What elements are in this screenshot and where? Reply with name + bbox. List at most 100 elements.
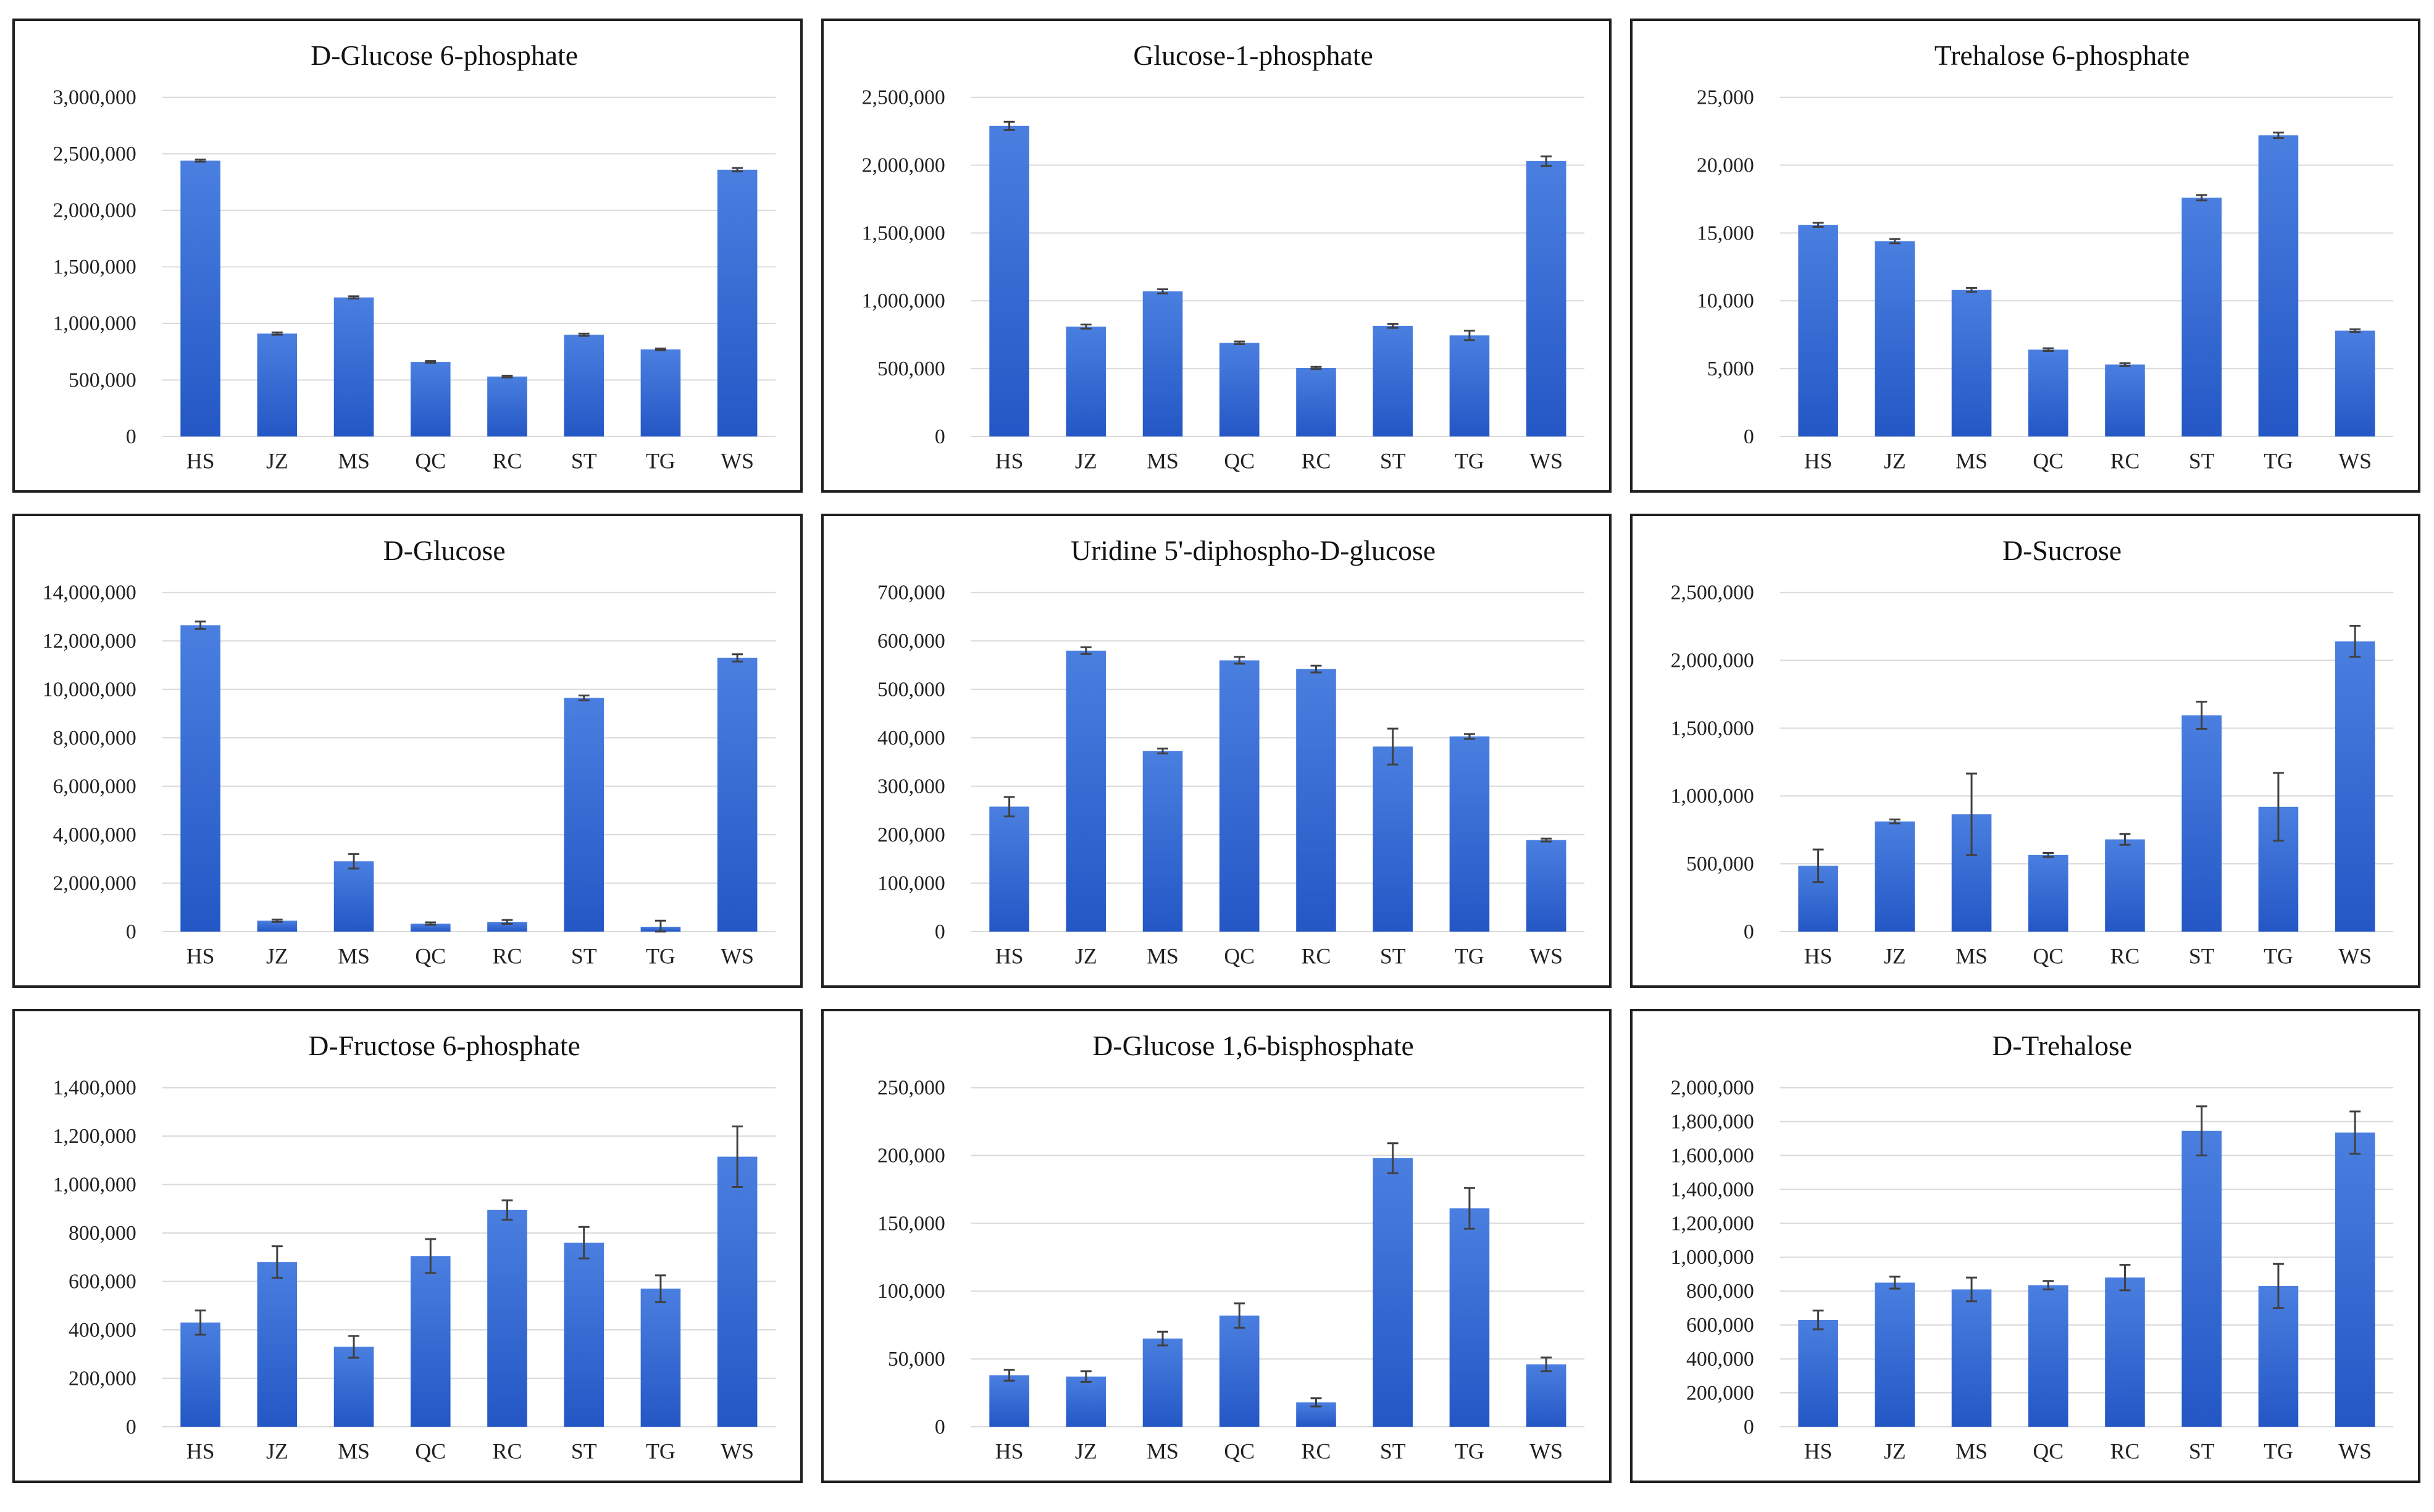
- error-bar-hs: [1812, 1309, 1824, 1330]
- error-bar-rc: [2119, 1264, 2131, 1292]
- bar-hs: [989, 125, 1029, 436]
- y-tick-label: 1,500,000: [53, 256, 136, 278]
- y-tick-label: 1,000,000: [1671, 1246, 1754, 1269]
- bar-st: [1373, 1158, 1413, 1427]
- bar-ws: [1526, 1364, 1566, 1427]
- bar-hs: [989, 1375, 1029, 1427]
- chart-panel-3: Trehalose 6-phosphate 0 5,000 10,000 15,000 2…: [1630, 19, 2420, 493]
- error-bar-hs: [1003, 796, 1015, 817]
- y-tick-label: 20,000: [1697, 154, 1754, 177]
- chart-title: D-Trehalose: [1992, 1030, 2132, 1061]
- error-bar-qc: [1234, 656, 1245, 665]
- bar-qc: [1219, 343, 1260, 436]
- x-tick-label: MS: [338, 448, 370, 473]
- y-tick-label: 2,500,000: [862, 86, 945, 109]
- bar-rc: [1296, 367, 1336, 436]
- error-bar-jz: [1889, 1276, 1901, 1290]
- bar-jz: [1066, 650, 1106, 932]
- y-tick-label: 15,000: [1697, 222, 1754, 244]
- x-tick-label: QC: [2033, 448, 2064, 473]
- chart-panel-7: D-Fructose 6-phosphate 0 200,000 400,000 600…: [12, 1009, 803, 1483]
- x-tick-label: QC: [415, 1439, 446, 1463]
- y-tick-label: 500,000: [69, 369, 136, 391]
- y-tick-label: 5,000: [1707, 357, 1754, 380]
- chart-panel-1: D-Glucose 6-phosphate 0 500,000 1,000,000 1,…: [12, 19, 803, 493]
- error-bar-ms: [1966, 286, 1977, 293]
- error-bar-jz: [1889, 238, 1901, 244]
- y-tick-label: 1,400,000: [53, 1077, 136, 1100]
- bar-ws: [717, 1156, 758, 1427]
- chart-svg: D-Glucose 1,6-bisphosphate 0 50,000 100,000…: [877, 1030, 1585, 1463]
- y-tick-label: 400,000: [69, 1319, 136, 1342]
- error-bar-hs: [194, 158, 206, 163]
- chart-title: D-Sucrose: [2002, 535, 2122, 566]
- x-tick-label: TG: [2264, 448, 2293, 473]
- bar-ms: [1951, 290, 1992, 436]
- bar-jz: [1066, 1376, 1106, 1427]
- bar-st: [2181, 198, 2222, 436]
- x-tick-label: QC: [415, 448, 446, 473]
- error-bar-rc: [2119, 833, 2131, 846]
- bar-qc: [2028, 1285, 2068, 1427]
- bar-tg: [2258, 1285, 2299, 1427]
- bar-ws: [717, 169, 758, 436]
- x-tick-label: TG: [2264, 943, 2293, 968]
- error-bar-jz: [271, 332, 283, 336]
- x-tick-label: JZ: [1884, 448, 1906, 473]
- error-bar-tg: [2272, 1263, 2284, 1309]
- bar-hs: [180, 1322, 220, 1427]
- y-tick-label: 700,000: [877, 582, 945, 604]
- x-tick-label: MS: [338, 1439, 370, 1463]
- x-tick-label: TG: [646, 448, 675, 473]
- error-bar-st: [578, 694, 590, 701]
- chart-panel-5: Uridine 5'-diphospho-D-glucose 0 100,000 20…: [821, 514, 1612, 988]
- y-tick-label: 0: [1744, 1416, 1754, 1439]
- error-bar-hs: [1003, 1369, 1015, 1382]
- error-bar-qc: [2043, 347, 2054, 352]
- x-tick-label: JZ: [1075, 448, 1097, 473]
- bar-st: [2181, 1130, 2222, 1427]
- chart-svg: Glucose-1-phosphate 0 500,000 1,000,000 1,50…: [862, 40, 1585, 473]
- x-tick-label: WS: [1529, 1439, 1563, 1463]
- error-bar-rc: [501, 1199, 513, 1221]
- y-tick-label: 0: [935, 921, 945, 943]
- x-tick-label: TG: [646, 943, 675, 968]
- error-bar-tg: [655, 348, 666, 351]
- chart-title: D-Glucose 1,6-bisphosphate: [1092, 1030, 1413, 1061]
- error-bar-ws: [2349, 1110, 2361, 1155]
- error-bar-qc: [1234, 340, 1245, 346]
- error-bar-ms: [1157, 747, 1168, 754]
- error-bar-ms: [1157, 288, 1168, 294]
- y-tick-label: 150,000: [877, 1212, 945, 1235]
- x-tick-label: TG: [646, 1439, 675, 1463]
- bar-ws: [2335, 1132, 2375, 1427]
- x-tick-label: HS: [1804, 943, 1833, 968]
- x-tick-label: MS: [338, 943, 370, 968]
- bar-tg: [640, 1289, 681, 1427]
- x-tick-label: HS: [1804, 1439, 1833, 1463]
- bar-tg: [1449, 335, 1490, 436]
- bar-st: [2181, 715, 2222, 932]
- bar-qc: [1219, 660, 1260, 932]
- bar-rc: [1296, 669, 1336, 932]
- x-tick-label: HS: [995, 1439, 1024, 1463]
- x-tick-label: TG: [1455, 448, 1484, 473]
- bar-rc: [487, 376, 527, 436]
- x-tick-label: WS: [2338, 1439, 2372, 1463]
- bar-rc: [2105, 1277, 2145, 1427]
- y-tick-label: 2,500,000: [53, 143, 136, 165]
- bar-rc: [2105, 839, 2145, 932]
- y-tick-label: 600,000: [1686, 1314, 1754, 1337]
- y-tick-label: 0: [935, 1416, 945, 1439]
- bar-hs: [989, 806, 1029, 932]
- y-tick-label: 1,200,000: [1671, 1212, 1754, 1235]
- error-bar-st: [1387, 727, 1399, 766]
- bar-qc: [410, 1256, 451, 1427]
- bar-st: [564, 335, 604, 436]
- x-tick-label: MS: [1955, 943, 1988, 968]
- bar-ws: [717, 658, 758, 932]
- x-tick-label: ST: [2189, 1439, 2215, 1463]
- y-tick-label: 14,000,000: [43, 582, 136, 604]
- bar-rc: [2105, 364, 2145, 436]
- error-bar-qc: [2043, 1280, 2054, 1290]
